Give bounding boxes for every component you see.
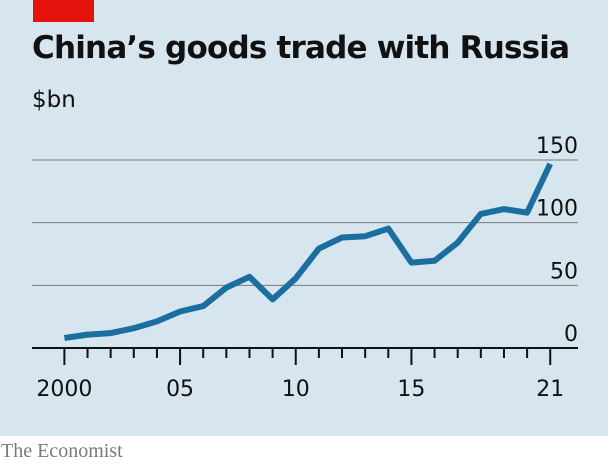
gridlines xyxy=(32,159,578,286)
x-axis xyxy=(32,347,578,365)
x-tick-label-15: 15 xyxy=(397,377,425,402)
unit-label: $bn xyxy=(32,87,76,113)
x-tick-label-21: 21 xyxy=(536,377,564,402)
source-credit: The Economist xyxy=(1,440,123,462)
x-tick-label-05: 05 xyxy=(166,377,194,402)
y-tick-label-100: 100 xyxy=(536,197,578,222)
y-tick-label-0: 0 xyxy=(564,322,578,347)
chart-card: China’s goods trade with Russia $bn 0 50 1… xyxy=(0,0,608,436)
chart-title: China’s goods trade with Russia xyxy=(32,30,570,66)
brand-tag xyxy=(33,0,94,22)
y-axis-labels: 0 50 100 150 xyxy=(536,134,578,347)
series-layer xyxy=(63,162,553,341)
x-tick-label-2000: 2000 xyxy=(36,377,92,402)
series-line-0 xyxy=(63,162,553,341)
x-axis-labels: 2000 05 10 15 21 xyxy=(36,377,564,402)
y-tick-label-50: 50 xyxy=(550,259,578,284)
line-chart: 0 50 100 150 2000 05 10 15 21 xyxy=(32,134,578,402)
y-tick-label-150: 150 xyxy=(536,134,578,159)
x-tick-label-10: 10 xyxy=(282,377,310,402)
